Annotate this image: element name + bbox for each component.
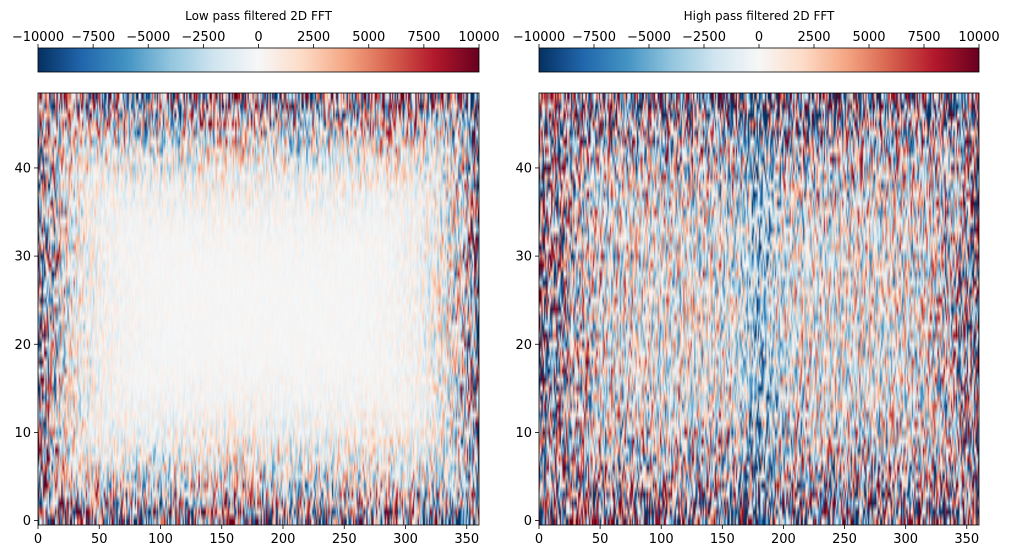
panel-1-x-tick-label: 250 <box>332 532 357 547</box>
panel-1-y-tick-label: 30 <box>14 250 31 265</box>
panel-2-x-tick-label: 200 <box>771 532 796 547</box>
panel-2-y-tick-label: 30 <box>515 250 532 265</box>
panel-1-y-tick-label: 20 <box>14 338 31 353</box>
panel-2-colorbar-tick-label: 2500 <box>797 30 830 45</box>
panel-2-x-tick-label: 50 <box>592 532 609 547</box>
panel-1-x-tick-label: 100 <box>148 532 173 547</box>
panel-1-colorbar-tick-label: 0 <box>254 30 262 45</box>
panel-2-colorbar-tick-label: −5000 <box>627 30 671 45</box>
panel-2-colorbar-tick-label: 0 <box>755 30 763 45</box>
panel-1-colorbar-tick-label: 10000 <box>458 30 499 45</box>
panel-2-colorbar-tick-label: −7500 <box>572 30 616 45</box>
panel-1-axes-frame <box>37 92 480 526</box>
panel-2-x-tick-label: 350 <box>954 532 979 547</box>
panel-1-title: Low pass filtered 2D FFT <box>185 9 332 23</box>
panel-2-colorbar-tick-label: 5000 <box>852 30 885 45</box>
panel-1-colorbar-tick-label: −10000 <box>12 30 64 45</box>
panel-2-colorbar-tick-label: 7500 <box>907 30 940 45</box>
panel-1-colorbar-tick-label: −2500 <box>181 30 225 45</box>
panel-2-x-tick-label: 150 <box>710 532 735 547</box>
panel-1-colorbar-tick-label: −5000 <box>126 30 170 45</box>
panel-2-colorbar-tick-label: 10000 <box>958 30 999 45</box>
panel-2-colorbar-tick-label: −10000 <box>513 30 565 45</box>
panel-1-colorbar <box>37 47 480 73</box>
panel-2-y-tick-label: 20 <box>515 338 532 353</box>
panel-2-y-tick-label: 0 <box>524 514 532 529</box>
panel-2-y-tick-label: 40 <box>515 161 532 176</box>
panel-2-colorbar-tick-label: −2500 <box>682 30 726 45</box>
panel-1-y-tick-label: 10 <box>14 426 31 441</box>
panel-1-x-tick-label: 350 <box>454 532 479 547</box>
panel-2-title: High pass filtered 2D FFT <box>684 9 835 23</box>
panel-2-x-tick-label: 250 <box>832 532 857 547</box>
panel-2-heatmap-image <box>539 93 979 525</box>
panel-2-y-tick-label: 10 <box>515 426 532 441</box>
panel-1-colorbar-tick-label: 7500 <box>407 30 440 45</box>
panel-2-x-tick-label: 100 <box>649 532 674 547</box>
panel-1-colorbar-tick-label: 2500 <box>297 30 330 45</box>
panel-1-heatmap-image <box>38 93 479 525</box>
panel-1-colorbar-tick-label: −7500 <box>71 30 115 45</box>
panel-1-y-tick-label: 40 <box>14 161 31 176</box>
panel-2-colorbar <box>538 47 980 73</box>
panel-2-x-tick-label: 0 <box>535 532 543 547</box>
panel-1-x-tick-label: 200 <box>271 532 296 547</box>
panel-1-y-tick-label: 0 <box>23 514 31 529</box>
panel-2-x-tick-label: 300 <box>893 532 918 547</box>
panel-1-x-tick-label: 0 <box>34 532 42 547</box>
panel-1-x-tick-label: 150 <box>209 532 234 547</box>
panel-2-axes-frame <box>538 92 980 526</box>
panel-1-colorbar-tick-label: 5000 <box>352 30 385 45</box>
panel-1-x-tick-label: 300 <box>393 532 418 547</box>
panel-1-x-tick-label: 50 <box>91 532 108 547</box>
